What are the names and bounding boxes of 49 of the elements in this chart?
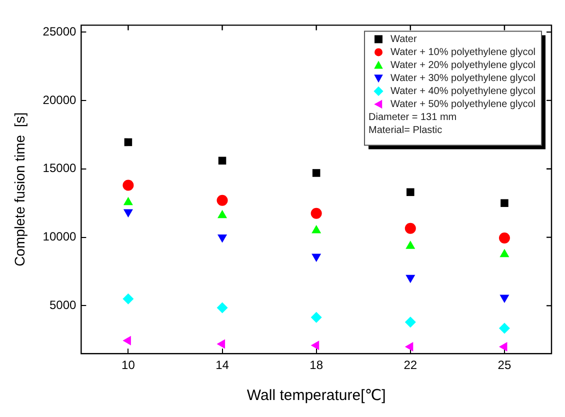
y-tick-label: 15000 <box>42 161 76 176</box>
point <box>406 188 414 196</box>
y-tick-label: 25000 <box>42 24 76 38</box>
point <box>312 169 320 177</box>
point <box>310 340 320 350</box>
point <box>498 322 510 334</box>
point <box>498 232 510 244</box>
x-tick-label: 22 <box>404 358 418 372</box>
x-axis-title: Wall temperature[℃] <box>246 387 386 404</box>
point <box>312 224 322 234</box>
point <box>406 240 416 249</box>
legend-label: Water <box>390 34 418 45</box>
x-tick-label: 10 <box>122 358 136 372</box>
legend-label: Water + 30% polyethylene glycol <box>390 72 536 84</box>
point <box>404 342 414 352</box>
point <box>500 248 510 258</box>
point <box>218 156 226 165</box>
point <box>406 274 416 284</box>
point <box>404 316 416 328</box>
point <box>216 302 228 314</box>
x-tick-label: 25 <box>498 358 512 372</box>
y-tick-label: 10000 <box>42 230 76 244</box>
point <box>122 293 134 304</box>
point <box>310 312 322 323</box>
annotation: Material= Plastic <box>368 124 442 136</box>
legend-label: Water + 10% polyethylene glycol <box>390 46 536 58</box>
point <box>124 138 132 146</box>
point <box>404 222 416 234</box>
point <box>123 209 133 218</box>
point <box>216 339 226 349</box>
point <box>312 254 322 262</box>
y-tick-label: 20000 <box>42 92 76 107</box>
y-tick-label: 5000 <box>49 298 76 312</box>
point <box>500 294 510 303</box>
point <box>498 342 508 352</box>
point <box>122 336 131 346</box>
y-axis-title: Complete fusion time [s] <box>11 112 28 266</box>
point <box>500 199 508 207</box>
legend-label: Water + 20% polyethylene glycol <box>390 60 536 71</box>
legend-label: Water + 40% polyethylene glycol <box>390 86 536 97</box>
point <box>122 180 134 191</box>
legend-label: Water + 50% polyethylene glycol <box>390 98 536 110</box>
x-tick-label: 18 <box>310 358 324 372</box>
point <box>218 210 228 218</box>
annotation: Diameter = 131 mm <box>368 112 457 123</box>
point <box>310 208 322 219</box>
point <box>123 196 133 206</box>
point <box>216 194 228 206</box>
x-tick-label: 14 <box>216 358 230 372</box>
